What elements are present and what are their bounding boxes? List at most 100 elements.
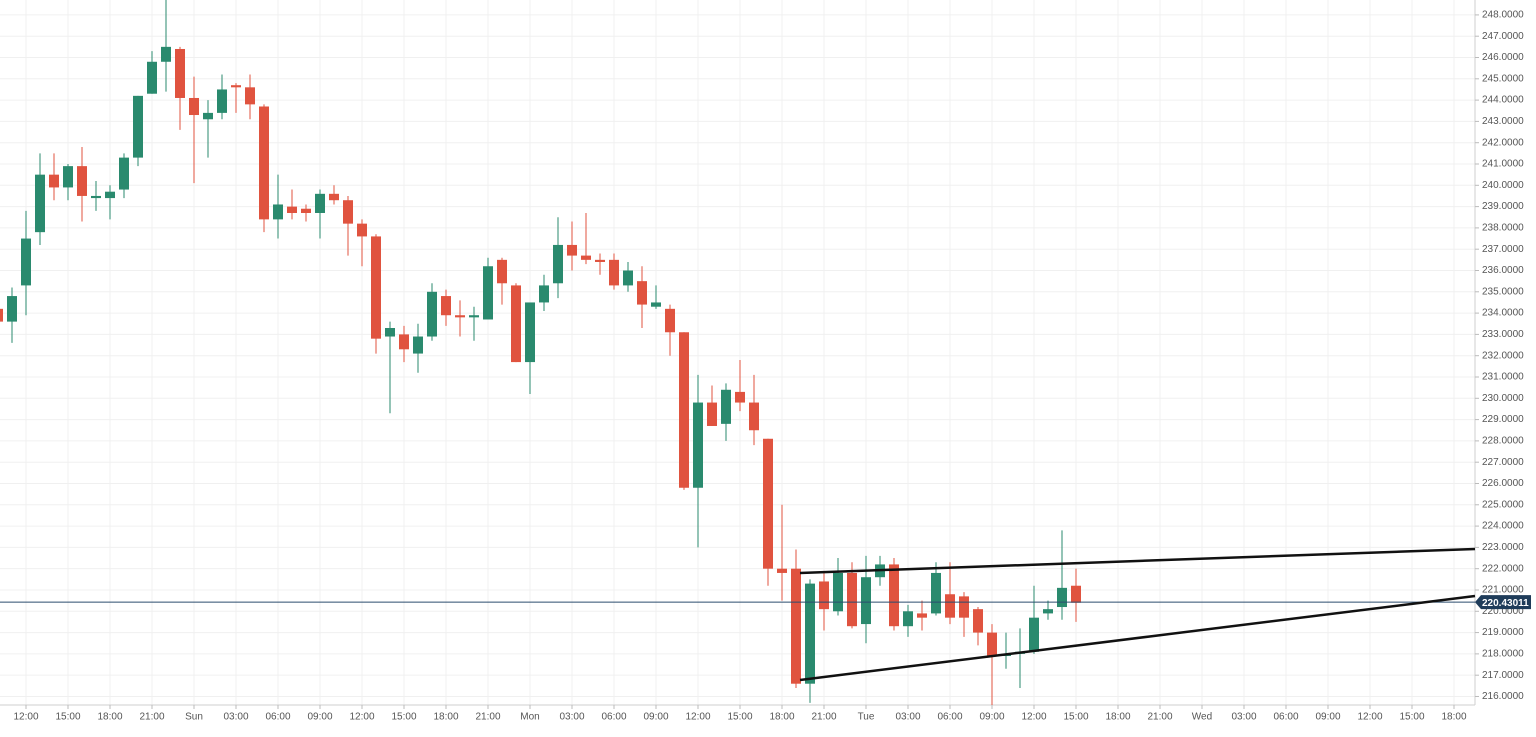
y-tick-label: 244.0000 [1482,95,1524,106]
y-tick-label: 228.0000 [1482,436,1524,447]
candle-body [973,609,983,633]
y-tick-label: 238.0000 [1482,223,1524,234]
y-tick-label: 226.0000 [1482,478,1524,489]
candle-body [1029,617,1039,652]
y-tick-label: 232.0000 [1482,350,1524,361]
x-tick-label: Tue [858,712,875,723]
x-tick-label: 15:00 [55,712,80,723]
y-tick-label: 243.0000 [1482,116,1524,127]
candle-body [553,244,563,284]
candle-body [525,302,535,363]
x-tick-label: 18:00 [433,712,458,723]
candle-body [427,291,437,337]
candle-body [175,48,185,98]
y-tick-label: 236.0000 [1482,265,1524,276]
candle-body [693,402,703,488]
x-tick-label: 03:00 [1231,712,1256,723]
candle-body [931,572,941,614]
last-price-tag [1475,595,1531,610]
candle-body [959,596,969,618]
candle-body [217,89,227,113]
x-tick-label: 18:00 [1441,712,1466,723]
candle-body [637,281,647,305]
candle-body [287,206,297,213]
y-tick-label: 219.0000 [1482,627,1524,638]
candle-body [273,204,283,220]
candle-body [511,285,521,363]
axes: 216.0000 217.0000 218.0000 219.0000 220.0000… [13,10,1531,723]
x-tick-label: Wed [1192,712,1212,723]
candle-body [455,315,465,318]
y-tick-label: 237.0000 [1482,244,1524,255]
x-tick-label: 06:00 [937,712,962,723]
candle-body [119,157,129,190]
x-tick-label: 21:00 [475,712,500,723]
y-tick-label: 230.0000 [1482,393,1524,404]
candle-body [819,581,829,610]
x-tick-label: Sun [185,712,203,723]
candle-body [343,200,353,224]
candle-body [1057,587,1067,608]
candle-body [791,568,801,684]
candle-body [749,402,759,431]
candle-body [679,332,689,488]
y-tick-label: 248.0000 [1482,10,1524,21]
y-tick-label: 246.0000 [1482,52,1524,63]
candle-body [665,308,675,333]
candle-body [539,285,549,303]
candle-body [861,577,871,625]
x-tick-label: 12:00 [1357,712,1382,723]
y-tick-label: 233.0000 [1482,329,1524,340]
candle-body [413,336,423,354]
y-tick-label: 229.0000 [1482,414,1524,425]
candle-body [833,572,843,612]
candle-body [399,334,409,350]
y-tick-label: 239.0000 [1482,201,1524,212]
candle-body [735,391,745,403]
x-tick-label: 12:00 [685,712,710,723]
candle-body [7,296,17,322]
x-tick-label: 18:00 [1105,712,1130,723]
candle-body [63,166,73,188]
x-tick-label: 09:00 [979,712,1004,723]
candles [0,0,1475,705]
y-tick-label: 225.0000 [1482,499,1524,510]
candle-body [133,95,143,158]
candle-body [357,223,367,237]
last-price-label: 220.43011 [1482,598,1529,609]
y-tick-label: 241.0000 [1482,159,1524,170]
y-tick-label: 223.0000 [1482,542,1524,553]
trend-line [799,594,1476,682]
candle-body [623,270,633,286]
candle-body [161,46,171,62]
x-tick-label: 18:00 [97,712,122,723]
candle-body [945,594,955,618]
y-tick-label: 216.0000 [1482,691,1524,702]
candle-body [371,236,381,339]
candle-body [105,191,115,199]
candle-body [301,208,311,213]
x-tick-label: 15:00 [1399,712,1424,723]
candle-body [609,259,619,286]
y-tick-label: 222.0000 [1482,563,1524,574]
x-tick-label: 06:00 [601,712,626,723]
candle-body [315,193,325,213]
candle-body [49,174,59,188]
grid [0,0,1475,705]
candle-body [91,195,101,199]
candle-body [329,193,339,201]
x-tick-label: 03:00 [223,712,248,723]
candle-body [903,611,913,627]
y-tick-label: 245.0000 [1482,73,1524,84]
x-tick-label: 09:00 [307,712,332,723]
candle-body [497,259,507,284]
x-tick-label: 18:00 [769,712,794,723]
candle-body [0,308,3,322]
candle-body [581,255,591,260]
candle-body [385,328,395,337]
x-tick-label: 09:00 [1315,712,1340,723]
candle-body [469,315,479,318]
x-tick-label: 09:00 [643,712,668,723]
